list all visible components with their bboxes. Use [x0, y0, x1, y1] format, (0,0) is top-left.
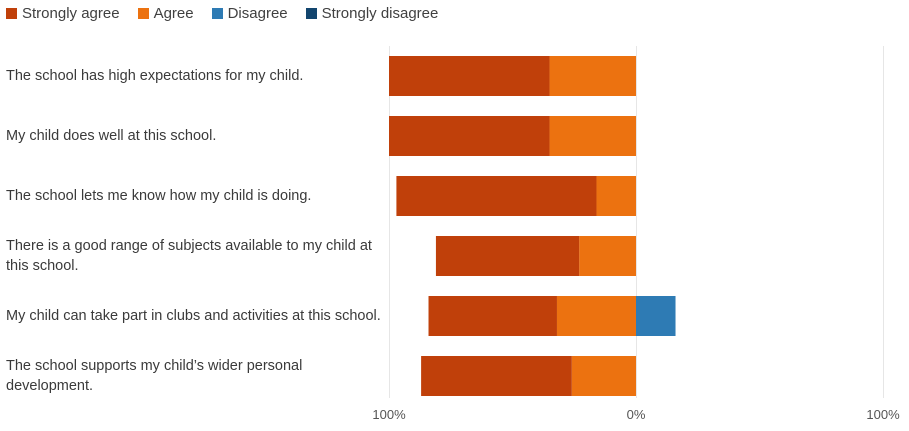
bar-agree — [549, 56, 636, 96]
category-label: There is a good range of subjects availa… — [6, 238, 372, 274]
legend-label: Disagree — [227, 4, 288, 22]
bar-agree — [549, 116, 636, 156]
legend-item: Strongly agree — [6, 5, 120, 22]
bar-agree — [556, 296, 636, 336]
x-tick-label: 0% — [627, 407, 646, 422]
x-tick-label: 100% — [372, 407, 406, 422]
bar-strongly-agree — [389, 116, 550, 156]
category-label: My child can take part in clubs and acti… — [6, 308, 381, 324]
legend-swatch — [6, 7, 17, 19]
legend-swatch — [211, 7, 223, 19]
legend-swatch — [137, 7, 149, 19]
bar-strongly-agree — [396, 176, 597, 216]
bar-agree — [571, 356, 636, 396]
legend-item: Disagree — [211, 4, 288, 22]
bar-strongly-agree — [435, 236, 580, 276]
legend-label: Strongly agree — [22, 4, 120, 22]
chart-legend: Strongly agree Agree Disagree Strongly disa… — [6, 2, 456, 24]
category-label: My child does well at this school. — [6, 128, 217, 144]
x-tick-label: 100% — [866, 407, 900, 422]
bar-agree — [596, 176, 636, 216]
category-label: The school has high expectations for my … — [6, 68, 304, 84]
category-label: The school lets me know how my child is … — [6, 188, 312, 204]
category-label: The school supports my child’s wider per… — [6, 358, 303, 394]
bar-strongly-agree — [389, 56, 550, 96]
legend-item: Strongly disagree — [305, 4, 439, 22]
legend-label: Agree — [153, 4, 194, 22]
bar-agree — [579, 236, 636, 276]
bar-strongly-agree — [428, 296, 557, 336]
legend-swatch — [305, 7, 317, 19]
legend-label: Strongly disagree — [321, 4, 439, 22]
bar-strongly-agree — [421, 356, 572, 396]
legend-item: Agree — [137, 4, 194, 22]
bar-disagree — [636, 296, 676, 336]
